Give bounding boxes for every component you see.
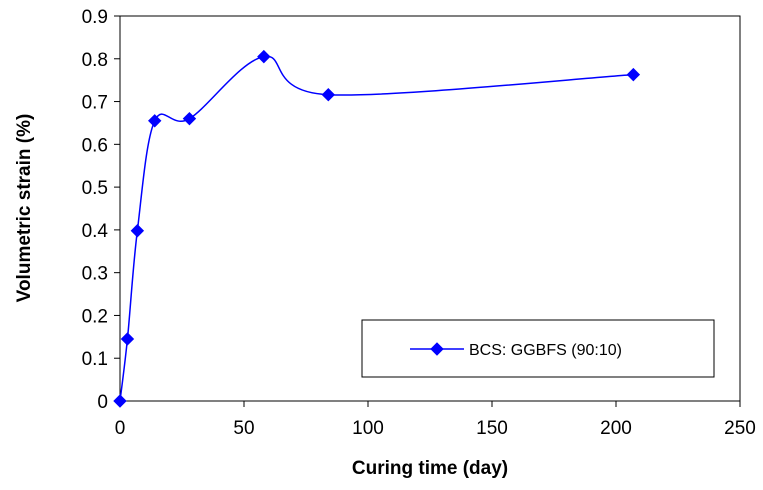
legend: BCS: GGBFS (90:10) xyxy=(361,319,715,378)
x-tick-label: 50 xyxy=(233,418,254,439)
series-layer xyxy=(113,49,641,408)
y-tick-label: 0.9 xyxy=(82,7,108,28)
data-point xyxy=(321,88,336,102)
data-point xyxy=(182,111,197,126)
data-point xyxy=(120,332,135,346)
x-tick-label: 250 xyxy=(724,418,756,439)
x-tick-label: 100 xyxy=(352,418,384,439)
data-point xyxy=(257,49,271,64)
y-tick-label: 0.6 xyxy=(82,135,108,156)
legend-series-label: BCS: GGBFS (90:10) xyxy=(469,342,622,359)
legend-series-marker xyxy=(430,342,444,356)
data-point xyxy=(113,394,127,408)
x-tick-label: 0 xyxy=(115,418,126,439)
y-tick-label: 0.2 xyxy=(82,306,108,327)
y-tick-label: 0.3 xyxy=(82,264,108,285)
y-tick-label: 0 xyxy=(97,392,108,413)
x-axis-ticks: 0 50 100 150 200 250 xyxy=(115,401,756,439)
y-axis-title: Volumetric strain (%) xyxy=(14,114,35,303)
x-axis-title: Curing time (day) xyxy=(352,458,508,479)
y-tick-label: 0.5 xyxy=(82,178,108,199)
y-tick-label: 0.1 xyxy=(82,349,108,370)
data-point xyxy=(626,67,641,82)
data-point xyxy=(148,114,162,128)
y-tick-label: 0.7 xyxy=(82,93,108,114)
y-tick-label: 0.4 xyxy=(82,221,109,242)
y-tick-label: 0.8 xyxy=(82,50,108,71)
y-axis-ticks: 0 0.1 0.2 0.3 0.4 0.5 0.6 0.7 0.8 0.9 xyxy=(82,7,120,413)
x-tick-label: 200 xyxy=(600,418,632,439)
x-tick-label: 150 xyxy=(476,418,508,439)
data-point xyxy=(130,224,145,238)
